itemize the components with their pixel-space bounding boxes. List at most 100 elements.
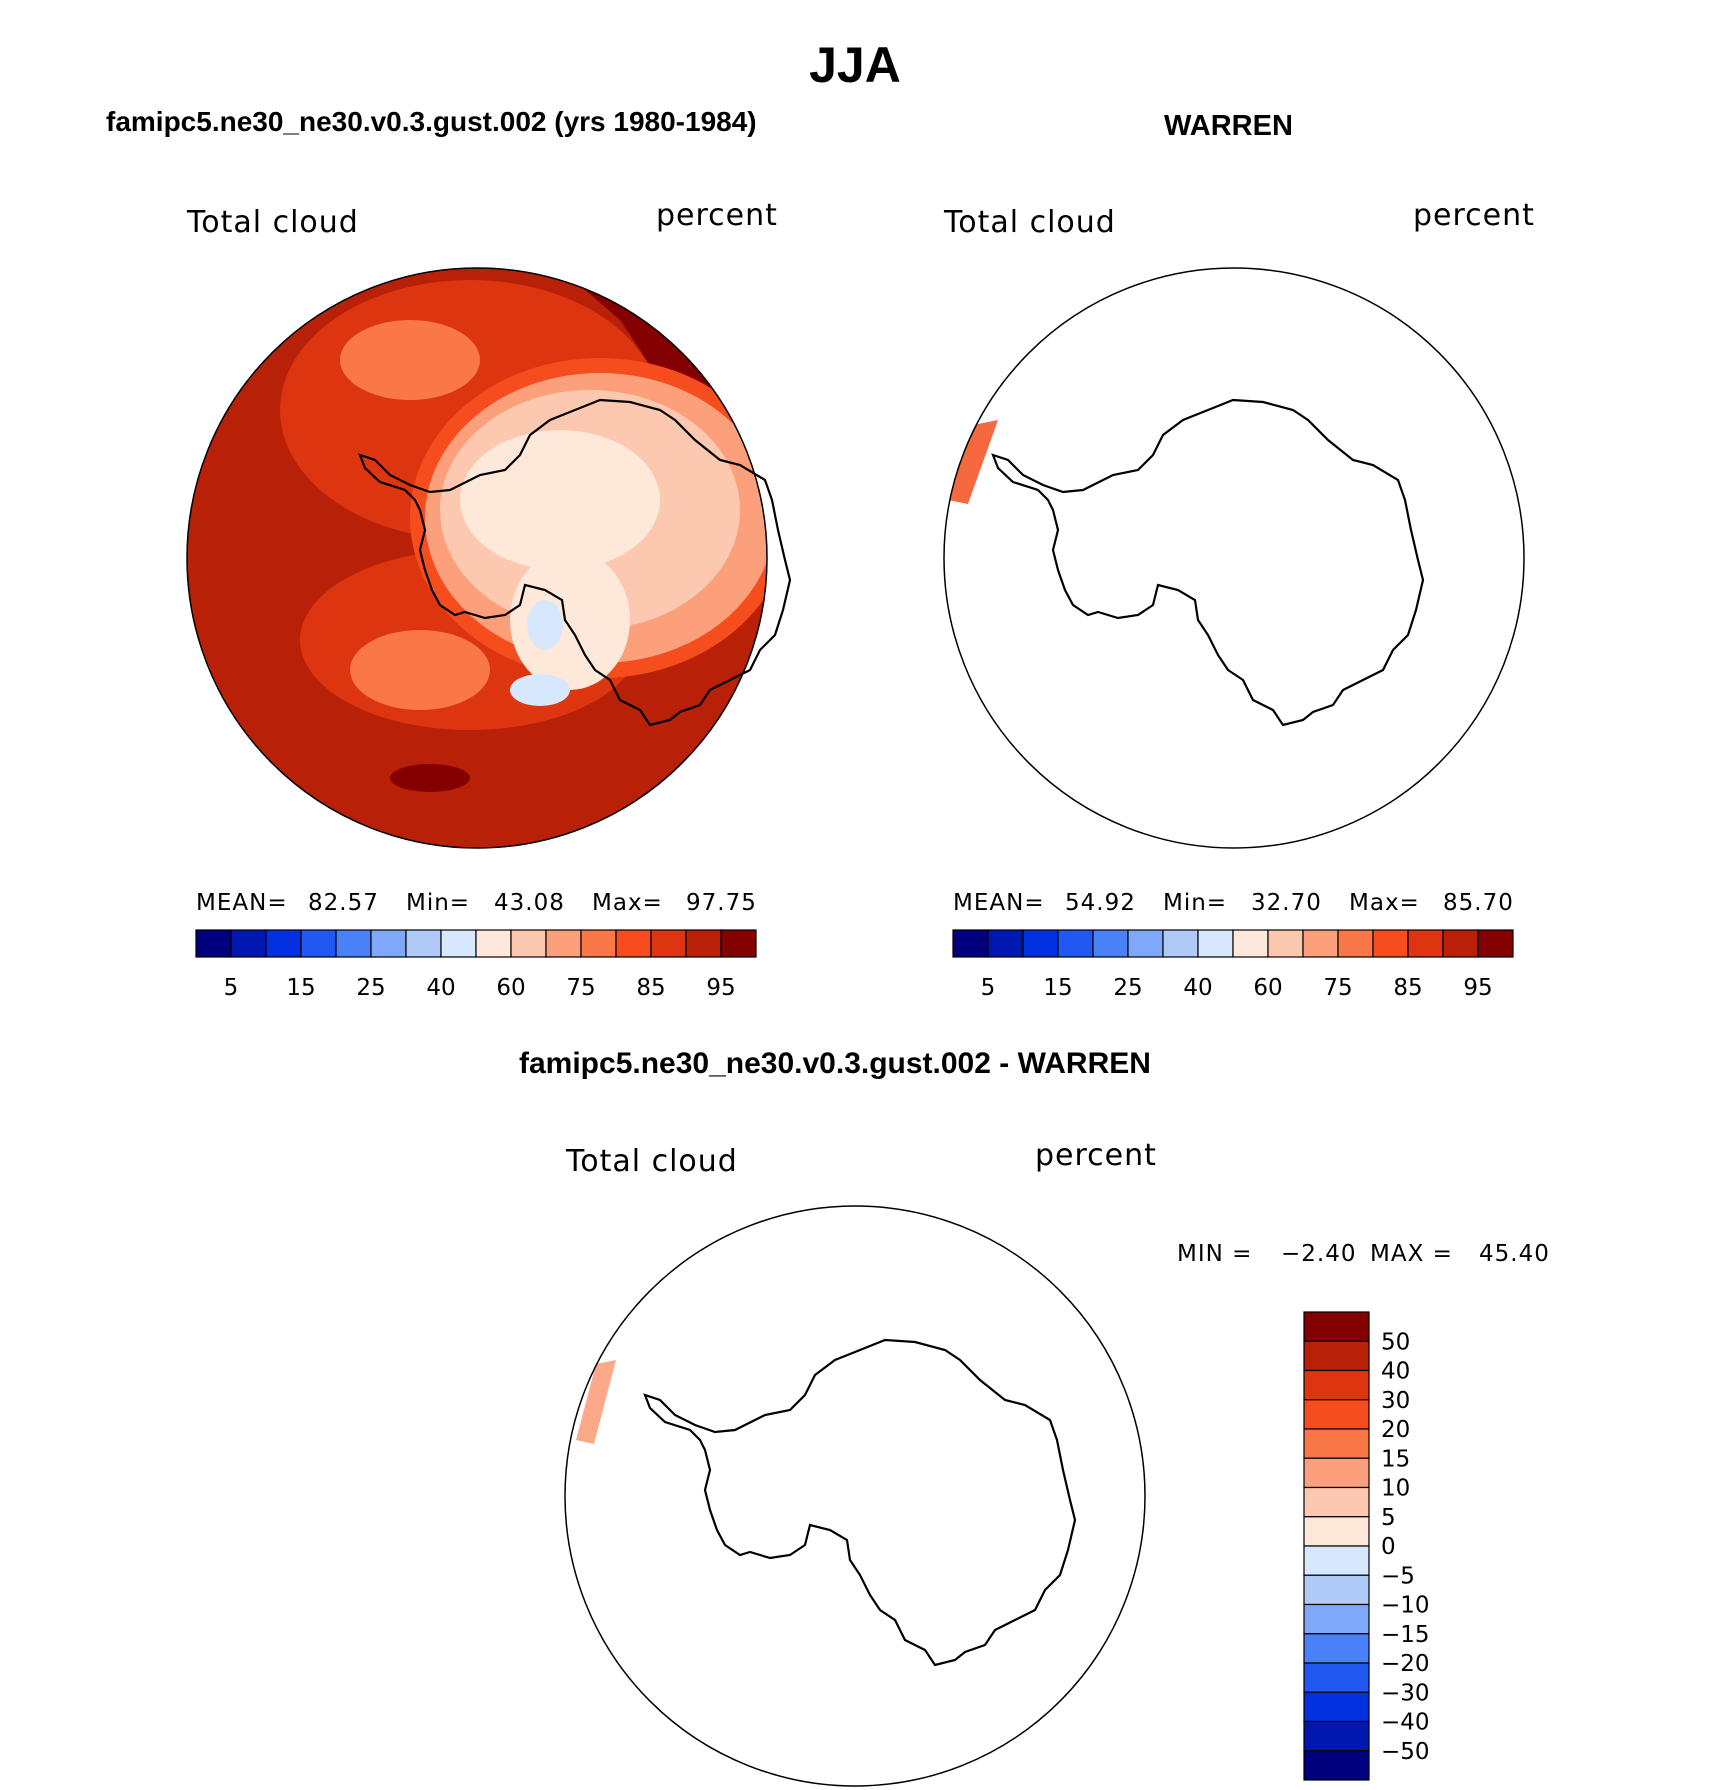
diff-units-label: percent	[1035, 1138, 1157, 1173]
obs-colorbar-box	[1477, 929, 1514, 958]
obs-max-label: Max=	[1349, 890, 1420, 916]
obs-colorbar-box	[1372, 929, 1409, 958]
diff-colorbar-box	[1303, 1428, 1370, 1459]
diff-data-patch	[576, 1360, 616, 1444]
obs-colorbar-label: 15	[1043, 975, 1072, 1001]
obs-colorbar-label: 75	[1323, 975, 1352, 1001]
diff-colorbar-box	[1303, 1457, 1370, 1489]
obs-min-label: Min=	[1163, 890, 1228, 916]
obs-colorbar-box	[1407, 929, 1444, 958]
obs-max-value: 85.70	[1443, 890, 1514, 916]
obs-colorbar-box	[1337, 929, 1374, 958]
diff-coastline	[643, 1338, 1077, 1667]
model-colorbar-box	[510, 929, 547, 958]
obs-mean-label: MEAN=	[953, 890, 1045, 916]
obs-colorbar-box	[1302, 929, 1339, 958]
diff-colorbar-label: −50	[1381, 1739, 1430, 1765]
model-colorbar-box	[615, 929, 652, 958]
diff-colorbar-box	[1303, 1545, 1370, 1576]
obs-colorbar-box	[1127, 929, 1164, 958]
obs-colorbar-box	[1442, 929, 1479, 958]
diff-colorbar-box	[1303, 1603, 1370, 1635]
model-colorbar-box	[580, 929, 617, 958]
diff-colorbar-box	[1303, 1516, 1370, 1547]
model-colorbar-label: 85	[636, 975, 665, 1001]
model-colorbar-label: 75	[566, 975, 595, 1001]
model-colorbar-box	[230, 929, 267, 958]
model-colorbar-box	[545, 929, 582, 958]
model-panel-title: famipc5.ne30_ne30.v0.3.gust.002 (yrs 198…	[106, 106, 757, 137]
diff-colorbar-label: −5	[1381, 1563, 1415, 1589]
model-colorbar: 5 15 25 40 60 75 85 95	[195, 929, 757, 1001]
model-max-label: Max=	[592, 890, 663, 916]
model-min-value: 43.08	[494, 890, 565, 916]
obs-colorbar-box	[987, 929, 1024, 958]
diff-colorbar-box	[1303, 1574, 1370, 1606]
obs-coastline	[991, 398, 1425, 727]
model-colorbar-label: 60	[496, 975, 525, 1001]
model-colorbar-box	[195, 929, 232, 958]
model-colorbar-box	[440, 929, 477, 958]
obs-colorbar-label: 40	[1183, 975, 1212, 1001]
diff-colorbar-box	[1303, 1486, 1370, 1518]
obs-map-border	[943, 267, 1525, 849]
diff-colorbar-box	[1303, 1750, 1370, 1781]
diff-colorbar-label: 50	[1381, 1329, 1410, 1355]
diff-max-value: 45.40	[1479, 1241, 1550, 1267]
diff-colorbar-label: 10	[1381, 1476, 1410, 1502]
model-colorbar-box	[405, 929, 442, 958]
diff-colorbar-box	[1303, 1311, 1370, 1342]
model-mean-label: MEAN=	[196, 890, 288, 916]
model-units-label: percent	[656, 198, 778, 233]
diff-colorbar-label: 0	[1381, 1534, 1396, 1560]
figure-title: JJA	[809, 37, 901, 93]
obs-colorbar: 5 15 25 40 60 75 85 95	[952, 929, 1514, 1001]
obs-variable-label: Total cloud	[944, 205, 1116, 240]
diff-min-label: MIN =	[1177, 1241, 1253, 1267]
diff-colorbar-label: 5	[1381, 1505, 1396, 1531]
obs-mean-value: 54.92	[1065, 890, 1136, 916]
diff-panel-title: famipc5.ne30_ne30.v0.3.gust.002 - WARREN	[519, 1047, 1151, 1080]
diff-colorbar-label: 15	[1381, 1446, 1410, 1472]
diff-colorbar-label: 30	[1381, 1388, 1410, 1414]
model-colorbar-label: 95	[706, 975, 735, 1001]
diff-colorbar-box	[1303, 1369, 1370, 1401]
model-colorbar-box	[475, 929, 512, 958]
model-colorbar-box	[335, 929, 372, 958]
model-map	[187, 268, 767, 848]
model-colorbar-label: 5	[224, 975, 239, 1001]
obs-min-value: 32.70	[1251, 890, 1322, 916]
model-colorbar-box	[685, 929, 722, 958]
diff-colorbar-box	[1303, 1720, 1370, 1752]
obs-colorbar-label: 60	[1253, 975, 1282, 1001]
diff-colorbar-box	[1303, 1399, 1370, 1430]
model-min-label: Min=	[406, 890, 471, 916]
model-map-border	[186, 267, 768, 849]
obs-panel-title: WARREN	[1164, 110, 1293, 142]
model-variable-label: Total cloud	[187, 205, 359, 240]
model-colorbar-box	[265, 929, 302, 958]
obs-colorbar-box	[1197, 929, 1234, 958]
diff-colorbar-box	[1303, 1691, 1370, 1723]
model-colorbar-box	[370, 929, 407, 958]
obs-colorbar-label: 5	[981, 975, 996, 1001]
diff-colorbar-label: −30	[1381, 1680, 1430, 1706]
diff-colorbar-label: 40	[1381, 1359, 1410, 1385]
diff-colorbar-label: 20	[1381, 1417, 1410, 1443]
diff-colorbar-label: −40	[1381, 1710, 1430, 1736]
obs-colorbar-box	[1022, 929, 1059, 958]
model-max-value: 97.75	[686, 890, 757, 916]
obs-colorbar-box	[1057, 929, 1094, 958]
diff-colorbar-box	[1303, 1340, 1370, 1372]
obs-colorbar-box	[1232, 929, 1269, 958]
diff-colorbar-box	[1303, 1662, 1370, 1693]
obs-colorbar-box	[1092, 929, 1129, 958]
obs-colorbar-box	[1162, 929, 1199, 958]
model-mean-value: 82.57	[308, 890, 379, 916]
model-colorbar-label: 25	[356, 975, 385, 1001]
model-colorbar-box	[720, 929, 757, 958]
diff-colorbar-label: −15	[1381, 1622, 1430, 1648]
model-colorbar-label: 40	[426, 975, 455, 1001]
